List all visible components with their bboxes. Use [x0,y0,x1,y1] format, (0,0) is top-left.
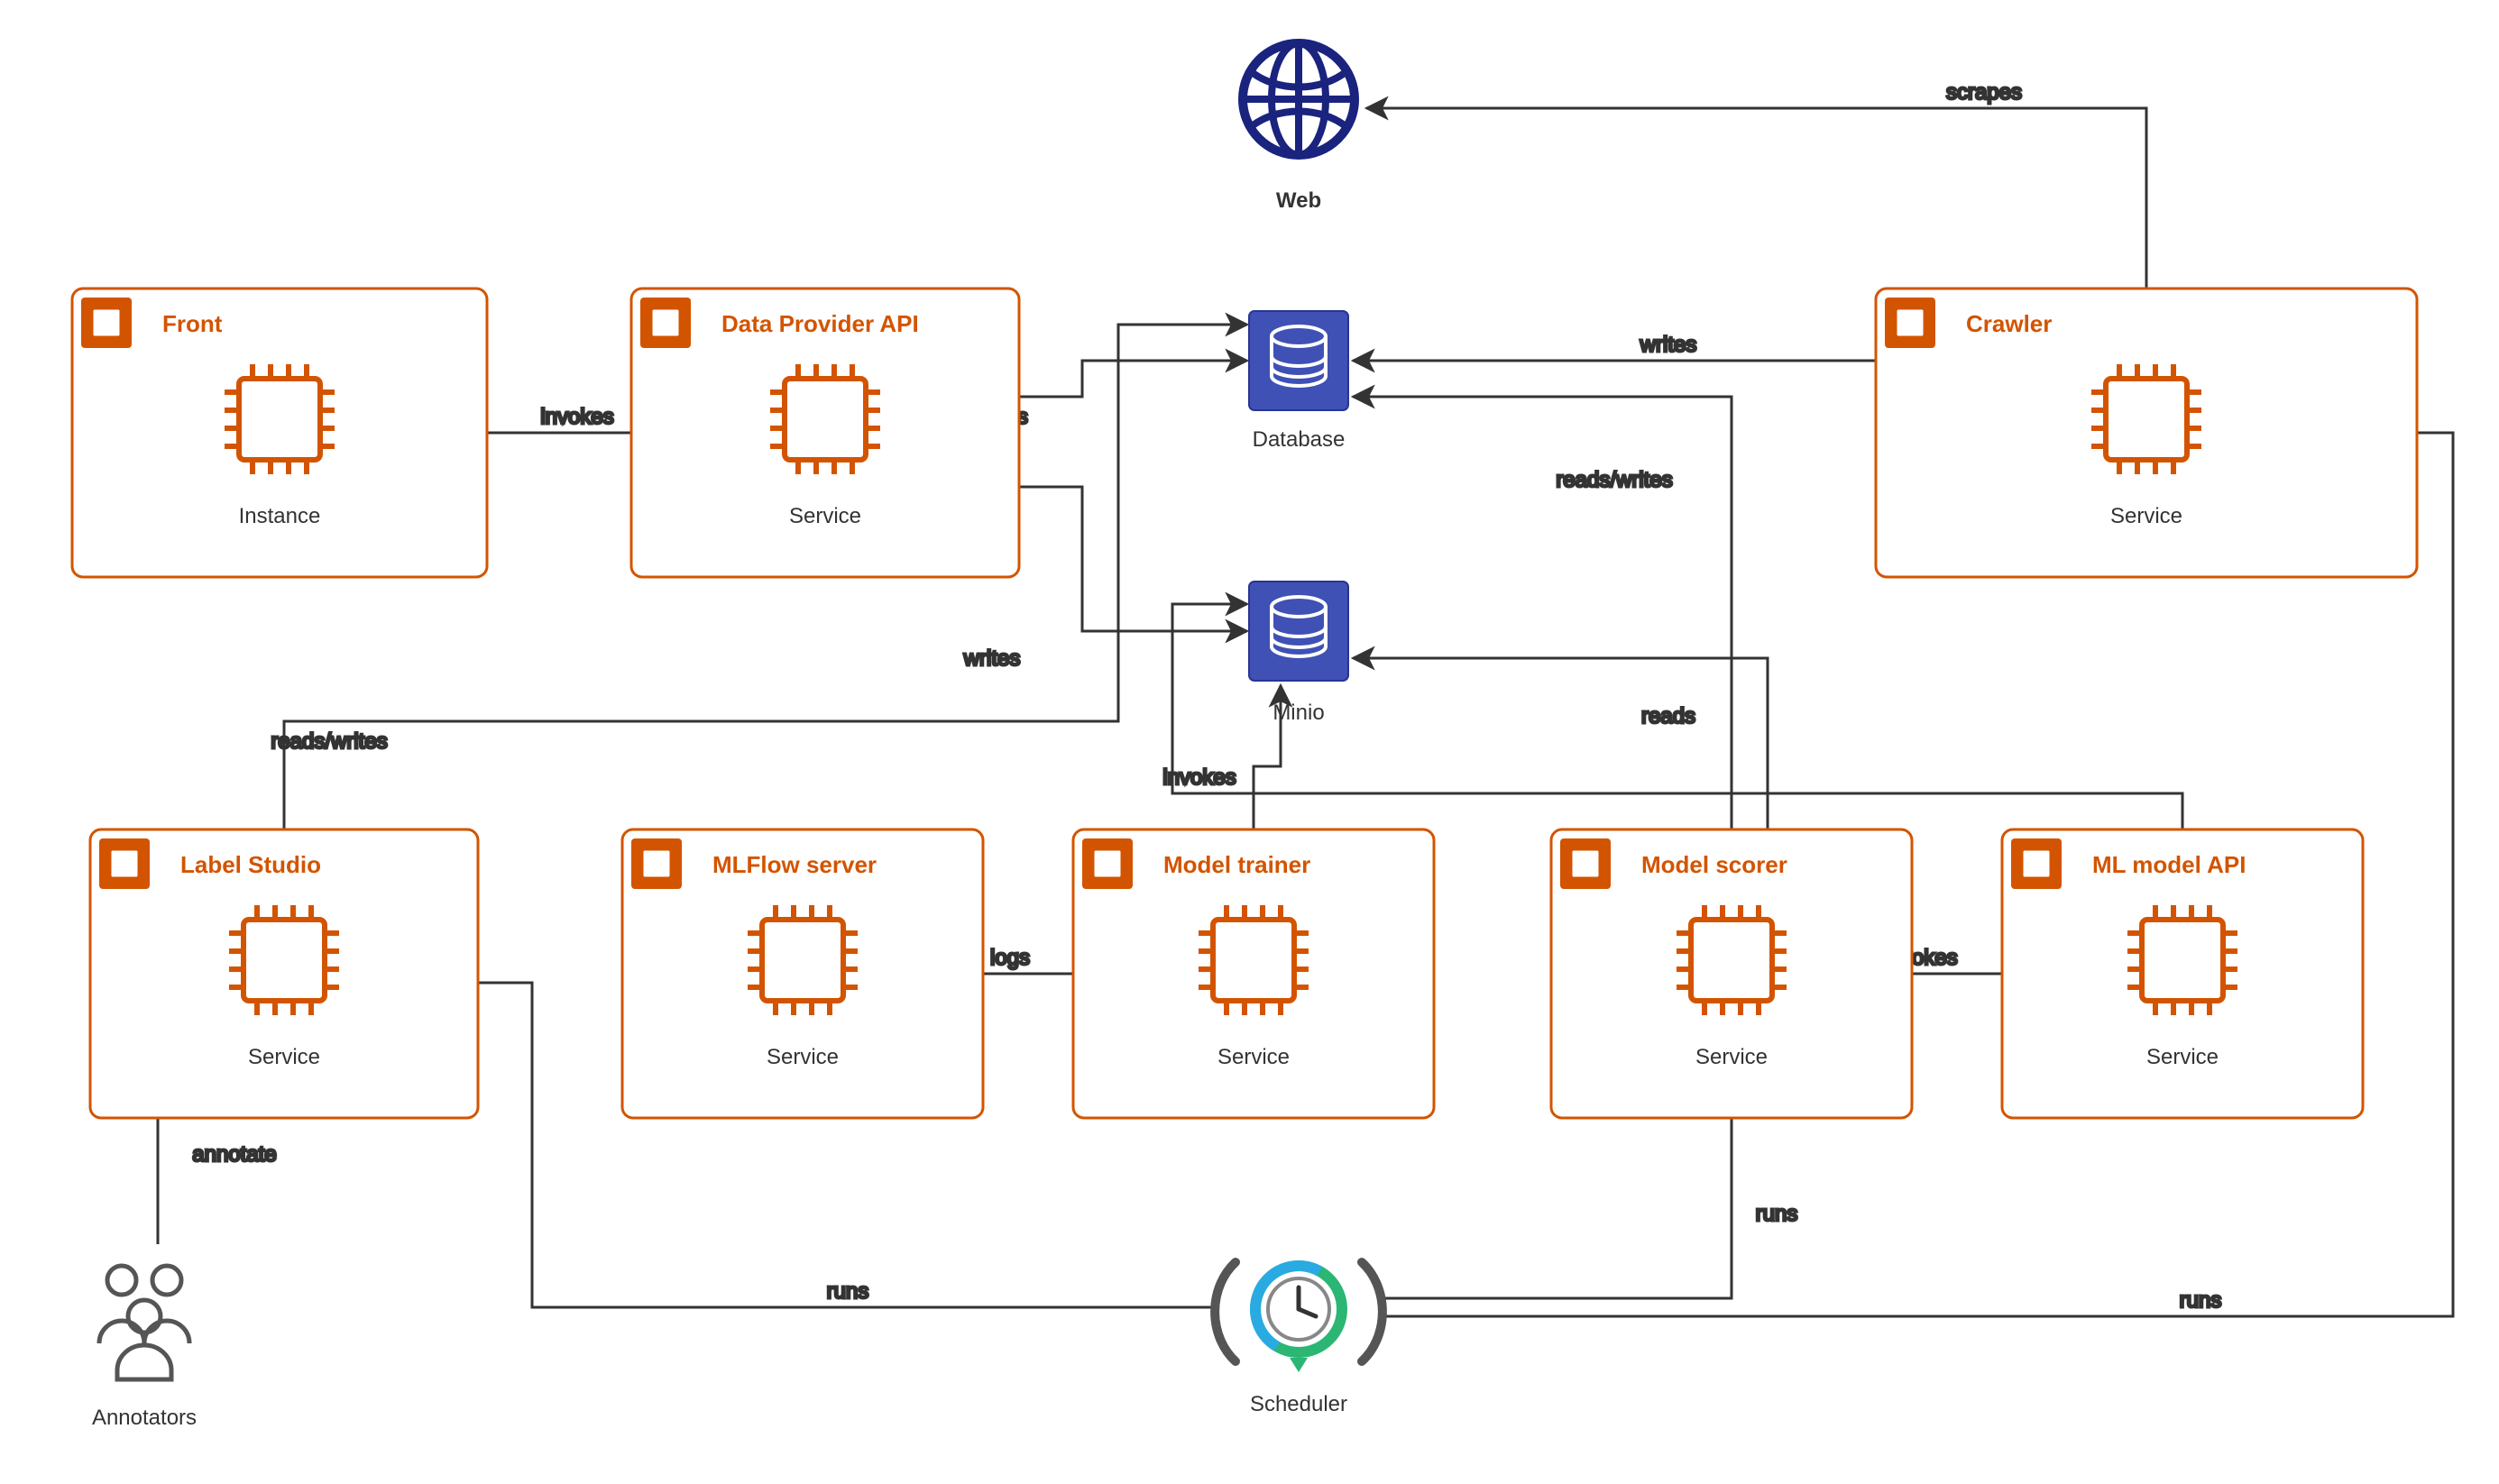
edge-crawler-web: scrapes [1366,80,2146,289]
node-annotators: Annotators [92,1266,197,1430]
svg-text:Model trainer: Model trainer [1163,851,1310,878]
edge-scorer-database: reads/writes [1353,397,1732,829]
node-minio: Minio [1249,582,1348,725]
svg-text:Service: Service [1695,1045,1768,1069]
svg-text:Database: Database [1253,427,1346,452]
svg-text:Data Provider API: Data Provider API [721,310,919,337]
node-scheduler: Scheduler [1215,1250,1383,1416]
svg-text:ML model API: ML model API [2092,851,2246,878]
svg-text:Crawler: Crawler [1966,310,2052,337]
svg-text:Web: Web [1276,188,1321,213]
svg-text:Minio: Minio [1272,701,1324,725]
svg-text:invokes: invokes [540,405,613,429]
node-label-studio: Label Studio Service [90,829,478,1118]
svg-text:Service: Service [1217,1045,1290,1069]
svg-text:Scheduler: Scheduler [1250,1392,1347,1416]
edge-crawler-database: writes [1353,333,1876,361]
svg-text:invokes: invokes [1162,765,1236,790]
svg-text:Front: Front [162,310,223,337]
svg-text:Service: Service [767,1045,839,1069]
node-data-provider: Data Provider API Service [631,289,1019,577]
svg-text:runs: runs [2180,1288,2222,1313]
svg-text:Label Studio: Label Studio [180,851,321,878]
svg-text:Service: Service [2110,504,2182,528]
node-model-scorer: Model scorer Service [1551,829,1912,1118]
svg-text:reads/writes: reads/writes [271,729,387,754]
svg-text:reads: reads [1641,704,1695,728]
node-database: Database [1249,311,1348,452]
svg-text:Annotators: Annotators [92,1406,197,1430]
svg-text:runs: runs [1756,1202,1798,1226]
edge-scorer-minio: reads [1353,658,1768,829]
svg-text:writes: writes [963,646,1021,671]
node-web: Web [1243,43,1355,213]
svg-text:annotate: annotate [192,1142,276,1167]
svg-text:logs: logs [990,946,1030,970]
svg-text:Service: Service [248,1045,320,1069]
svg-text:Service: Service [789,504,861,528]
svg-text:MLFlow server: MLFlow server [712,851,877,878]
node-front: Front Instance [72,289,487,577]
svg-text:Model scorer: Model scorer [1641,851,1787,878]
node-crawler: Crawler Service [1876,289,2417,577]
edges: invokes reads writes scrapes writes read… [158,80,2453,1316]
svg-text:runs: runs [827,1279,869,1304]
svg-text:writes: writes [1640,333,1697,357]
svg-text:Service: Service [2146,1045,2219,1069]
svg-text:reads/writes: reads/writes [1556,468,1672,492]
svg-text:scrapes: scrapes [1946,80,2022,105]
node-mlflow: MLFlow server Service [622,829,983,1118]
node-ml-model-api: ML model API Service [2002,829,2363,1118]
node-model-trainer: Model trainer Service [1073,829,1434,1118]
architecture-diagram: invokes reads writes scrapes writes read… [0,0,2499,1484]
svg-text:Instance: Instance [239,504,321,528]
